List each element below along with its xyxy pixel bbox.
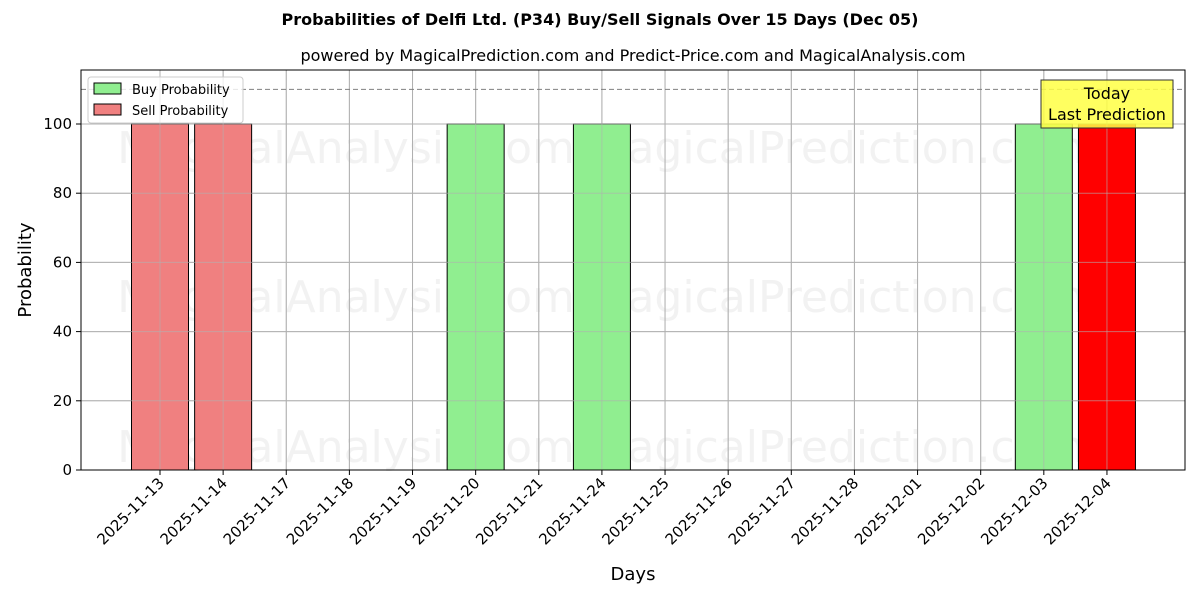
x-tick-label: 2025-11-19: [346, 474, 420, 548]
watermark-text: MagicalPrediction.com: [590, 272, 1085, 323]
legend-buy-swatch: [93, 82, 122, 95]
chart-subtitle: powered by MagicalPrediction.com and Pre…: [300, 46, 966, 65]
x-tick-label: 2025-11-13: [93, 474, 167, 548]
y-tick-label: 0: [62, 461, 72, 479]
today-annotation: Today Last Prediction: [1040, 79, 1174, 129]
x-tick-label: 2025-12-04: [1040, 474, 1114, 548]
y-tick-label: 20: [53, 392, 72, 410]
watermark-text: MagicalPrediction.com: [590, 422, 1085, 473]
legend-buy-label: Buy Probability: [132, 83, 230, 98]
watermark-text: MagicalPrediction.com: [590, 123, 1085, 174]
annotation-line1: Today: [1083, 84, 1130, 103]
y-axis-label: Probability: [15, 222, 36, 317]
x-tick-label: 2025-12-01: [851, 474, 925, 548]
x-axis: 2025-11-132025-11-142025-11-172025-11-18…: [93, 470, 1115, 548]
plot-frame: [80, 69, 1186, 471]
x-tick-label: 2025-11-17: [220, 474, 294, 548]
y-tick-label: 80: [53, 184, 72, 202]
x-tick-label: 2025-11-20: [409, 474, 483, 548]
y-axis: 0 20 40 60 80 100: [43, 115, 81, 479]
x-tick-label: 2025-11-21: [472, 474, 546, 548]
y-tick-label: 60: [53, 253, 72, 271]
x-tick-label: 2025-11-27: [725, 474, 799, 548]
x-tick-label: 2025-12-03: [977, 474, 1051, 548]
chart-title: Probabilities of Delfi Ltd. (P34) Buy/Se…: [281, 10, 919, 29]
x-axis-label: Days: [611, 564, 656, 585]
x-tick-label: 2025-11-26: [662, 474, 736, 548]
x-tick-label: 2025-12-02: [914, 474, 988, 548]
legend-sell-label: Sell Probability: [132, 104, 229, 119]
y-tick-label: 40: [53, 323, 72, 341]
x-tick-label: 2025-11-28: [788, 474, 862, 548]
legend: Buy Probability Sell Probability: [87, 76, 244, 124]
legend-sell-swatch: [93, 103, 122, 116]
x-tick-label: 2025-11-18: [283, 474, 357, 548]
x-tick-label: 2025-11-14: [157, 474, 231, 548]
x-tick-label: 2025-11-25: [598, 474, 672, 548]
annotation-line2: Last Prediction: [1048, 105, 1166, 124]
x-tick-label: 2025-11-24: [535, 474, 609, 548]
y-tick-label: 100: [43, 115, 72, 133]
